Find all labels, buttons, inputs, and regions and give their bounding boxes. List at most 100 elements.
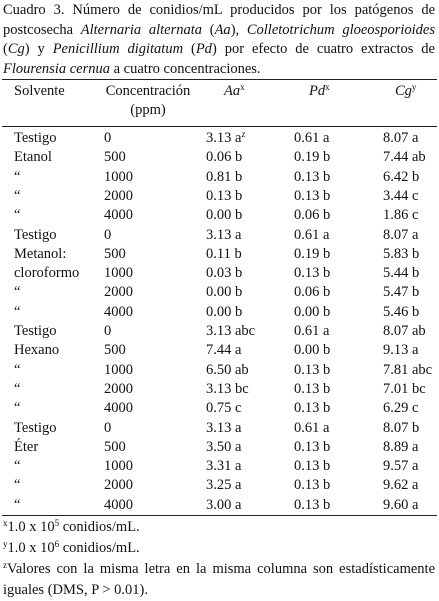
table-cell: “ bbox=[14, 380, 21, 397]
header-cell: Solvente bbox=[14, 82, 65, 101]
footnote-sup: x bbox=[3, 518, 8, 528]
caption-part: Pd bbox=[195, 41, 212, 57]
table-cell: 3.13 a bbox=[206, 419, 242, 436]
table-cell: 0.75 c bbox=[206, 400, 242, 417]
table-cell: “ bbox=[14, 477, 21, 494]
table-cell: 1000 bbox=[104, 168, 133, 185]
caption-part: Alternaria alternata bbox=[80, 21, 203, 38]
table-cell: 0.13 b bbox=[294, 496, 331, 513]
table-cell: 5.44 b bbox=[383, 265, 420, 282]
table-cell: 0.13 b bbox=[294, 477, 331, 494]
table-cell: 0 bbox=[104, 226, 112, 243]
table-cell: 3.13 abc bbox=[206, 323, 256, 339]
table-cell: 0.13 b bbox=[294, 438, 331, 455]
table-cell: 5.46 b bbox=[383, 303, 420, 320]
table-cell: 0.13 b bbox=[294, 187, 331, 204]
header-sup: x bbox=[325, 82, 330, 92]
table-cell: “ bbox=[14, 168, 21, 185]
table-cell: 0 bbox=[104, 419, 112, 436]
table-cell: 8.07 a bbox=[383, 130, 419, 146]
table-cell: 4000 bbox=[104, 496, 133, 513]
table-cell: 1000 bbox=[104, 458, 133, 475]
table-cell: 0.13 b bbox=[206, 187, 243, 204]
header-sup: x bbox=[240, 82, 245, 92]
table-cell: 2000 bbox=[104, 380, 133, 397]
table-cell: 0.13 b bbox=[294, 361, 331, 378]
table-cell: 0.61 a bbox=[294, 419, 330, 436]
table-cell: 3.00 a bbox=[206, 496, 242, 513]
table-cell: 3.50 a bbox=[206, 438, 242, 455]
table-cell: 8.07 b bbox=[383, 419, 420, 436]
footnote-text: conidios/mL. bbox=[59, 540, 140, 556]
table-cell: 0.19 b bbox=[294, 149, 331, 166]
footnote-text: Valores con la misma letra en la misma c… bbox=[3, 561, 435, 598]
footnote-sup: y bbox=[3, 539, 8, 549]
table-cell: 1000 bbox=[104, 265, 133, 282]
table-cell: 500 bbox=[104, 342, 126, 359]
table-cell: 7.01 bc bbox=[383, 380, 426, 397]
table-cell: 2000 bbox=[104, 477, 133, 494]
table-cell: 6.29 c bbox=[383, 400, 419, 417]
table-cell: 3.44 c bbox=[383, 187, 419, 204]
cell-text: 3.13 a bbox=[206, 130, 242, 146]
top-rule bbox=[2, 79, 437, 80]
header-cell: Cgy bbox=[395, 82, 416, 101]
table-cell: 7.44 a bbox=[206, 342, 242, 359]
table-cell: 0.00 b bbox=[206, 303, 243, 320]
table-cell: 2000 bbox=[104, 187, 133, 204]
caption-part: ( bbox=[183, 41, 196, 57]
caption-part: Cg bbox=[7, 41, 25, 57]
table-cell: 0.13 b bbox=[294, 380, 331, 397]
table-cell: 4000 bbox=[104, 400, 133, 417]
table-cell: Hexano bbox=[14, 342, 60, 359]
caption-part: ( bbox=[202, 21, 215, 38]
table-cell: “ bbox=[14, 361, 21, 378]
table-cell: 9.57 a bbox=[383, 458, 419, 475]
table-cell: 8.07 ab bbox=[383, 323, 426, 339]
header-text: Solvente bbox=[14, 83, 65, 99]
header-sup: y bbox=[411, 82, 417, 92]
table-cell: 9.62 a bbox=[383, 477, 419, 494]
caption-part: ), bbox=[230, 21, 247, 38]
table-cell: “ bbox=[14, 187, 21, 204]
table-cell: Testigo bbox=[14, 130, 57, 146]
table-cell: Éter bbox=[14, 438, 39, 455]
table-cell: Testigo bbox=[14, 323, 57, 339]
header-rule bbox=[2, 126, 437, 127]
table-cell: “ bbox=[14, 400, 21, 417]
table-cell: Testigo bbox=[14, 419, 57, 436]
table-cell: 0.00 b bbox=[206, 284, 243, 301]
table-cell: 8.07 a bbox=[383, 226, 419, 243]
table-cell: 0.00 b bbox=[294, 303, 331, 320]
table-cell: 4000 bbox=[104, 207, 133, 224]
footnote-text: 1.0 x 10 bbox=[7, 540, 55, 556]
cell-sup: z bbox=[241, 129, 246, 139]
caption-part: Cuadro 3. Número de conidios/mL producid… bbox=[3, 2, 435, 38]
table-cell: 4000 bbox=[104, 303, 133, 320]
table-cell: “ bbox=[14, 207, 21, 224]
table-cell: 0.00 b bbox=[206, 207, 243, 224]
table-cell: “ bbox=[14, 303, 21, 320]
table-cell: 2000 bbox=[104, 284, 133, 301]
table-cell: Testigo bbox=[14, 226, 57, 243]
table-cell: 0.06 b bbox=[294, 207, 331, 224]
table-cell: 6.50 ab bbox=[206, 361, 249, 378]
footnote: y1.0 x 106 conidios/mL. bbox=[3, 538, 435, 559]
footnote-text: 1.0 x 10 bbox=[7, 519, 55, 535]
table-cell: 7.81 abc bbox=[383, 361, 433, 378]
caption-part: Penicillium digitatum bbox=[52, 41, 184, 57]
caption-part: ) y bbox=[24, 41, 53, 57]
table-cell: “ bbox=[14, 496, 21, 513]
table-cell: 500 bbox=[104, 245, 126, 262]
footnote: x1.0 x 105 conidios/mL. bbox=[3, 517, 435, 538]
footnote-sup: z bbox=[3, 560, 7, 570]
table-cell: “ bbox=[14, 458, 21, 475]
table-cell: 0.81 b bbox=[206, 168, 243, 185]
caption-part: ) por efecto de cuatro extractos de bbox=[211, 41, 435, 57]
table-cell: 3.13 bc bbox=[206, 380, 249, 397]
table-cell: “ bbox=[14, 284, 21, 301]
table-cell: 0.13 b bbox=[294, 265, 331, 282]
caption-part: ( bbox=[3, 41, 8, 57]
header-cell: Concentración (ppm) bbox=[96, 82, 200, 120]
